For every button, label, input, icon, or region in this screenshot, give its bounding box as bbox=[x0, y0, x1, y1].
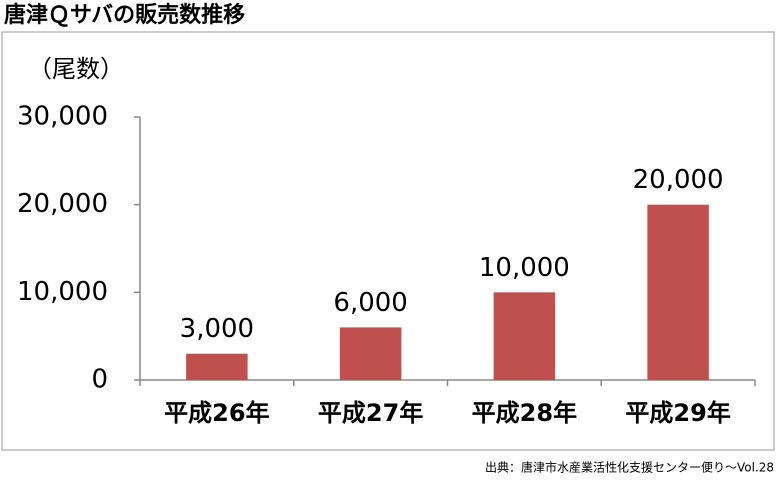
y-tick-label: 20,000 bbox=[17, 189, 108, 219]
data-label: 20,000 bbox=[633, 165, 724, 195]
data-label: 3,000 bbox=[180, 314, 254, 344]
y-tick-label: 0 bbox=[91, 365, 108, 395]
x-tick-label: 平成26年 bbox=[164, 399, 269, 427]
x-tick-label: 平成28年 bbox=[472, 399, 577, 427]
chart-frame bbox=[1, 31, 775, 451]
bar bbox=[647, 204, 709, 380]
y-tick-label: 10,000 bbox=[17, 277, 108, 307]
x-tick-label: 平成27年 bbox=[318, 399, 423, 427]
source-note: 出典：唐津市水産業活性化支援センター便り〜Vol.28 bbox=[485, 460, 774, 475]
bar bbox=[339, 327, 402, 380]
bar bbox=[186, 353, 248, 380]
x-tick-label: 平成29年 bbox=[625, 399, 730, 427]
data-label: 6,000 bbox=[333, 288, 407, 318]
data-label: 10,000 bbox=[479, 253, 570, 283]
y-tick-label: 30,000 bbox=[17, 102, 108, 132]
bar bbox=[493, 292, 556, 380]
y-axis-label: （尾数） bbox=[28, 55, 124, 83]
chart-title: 唐津Ｑサバの販売数推移 bbox=[4, 2, 245, 28]
